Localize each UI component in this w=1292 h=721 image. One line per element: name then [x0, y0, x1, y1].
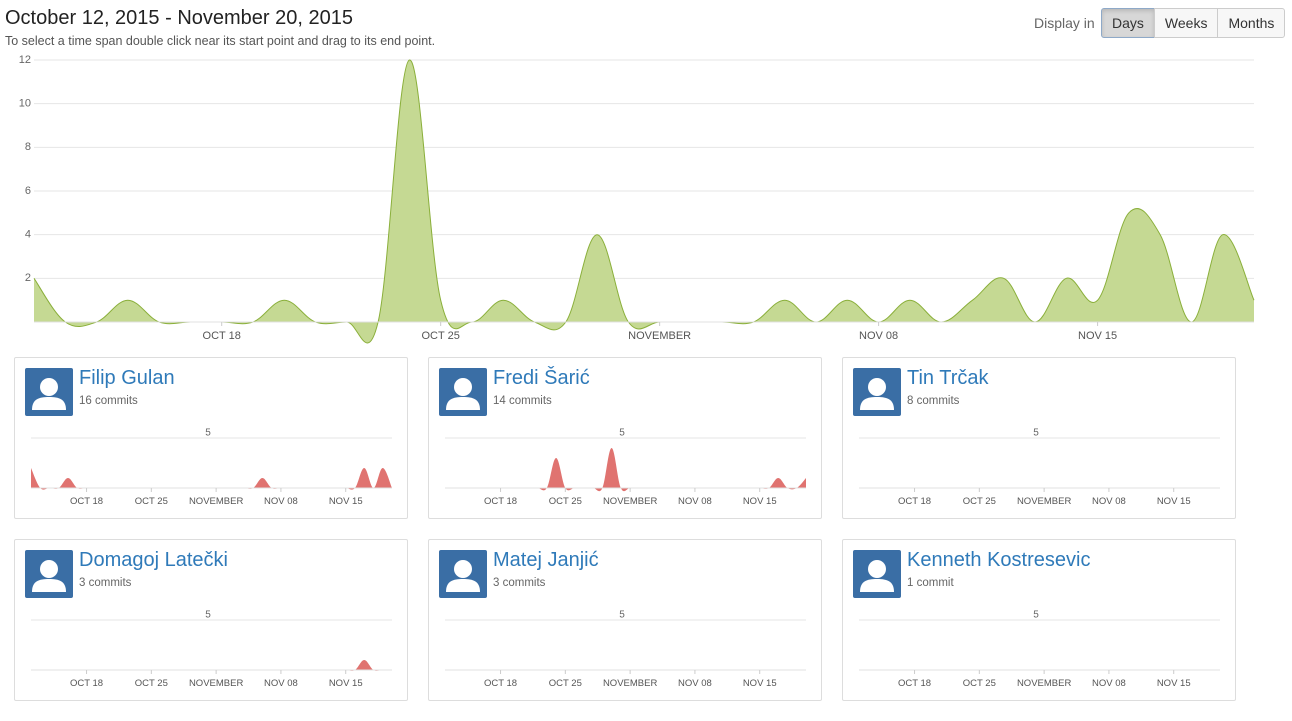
user-avatar-icon[interactable]	[853, 550, 901, 598]
contributor-commits-chart[interactable]: 5 OCT 18 OCT 25 NOVEMBER NOV 08 NOV 15	[843, 608, 1235, 700]
commits-area	[445, 448, 806, 492]
contributor-name-link[interactable]: Kenneth Kostresevic	[907, 549, 1091, 571]
user-avatar-icon[interactable]	[439, 368, 487, 416]
y-tick-label: 5	[619, 428, 625, 439]
x-tick-label: OCT 18	[898, 678, 931, 689]
commits-line	[33, 59, 1255, 344]
x-tick-label: NOVEMBER	[1017, 496, 1072, 507]
user-avatar-icon[interactable]	[439, 550, 487, 598]
x-tick-label: NOV 08	[1092, 496, 1126, 507]
x-tick-label: NOV 15	[329, 496, 363, 507]
contributor-commit-count: 3 commits	[79, 577, 132, 589]
view-weeks-button[interactable]: Weeks	[1153, 8, 1219, 38]
contributor-name-link[interactable]: Filip Gulan	[79, 367, 175, 389]
x-tick-label: OCT 25	[549, 496, 582, 507]
contributor-card: Domagoj Latečki 3 commits 5 OCT 18 OCT 25 NOV…	[14, 539, 408, 701]
x-tick-label: NOVEMBER	[189, 496, 244, 507]
x-tick-label: NOV 08	[264, 678, 298, 689]
x-tick-label: NOVEMBER	[603, 678, 658, 689]
x-tick-label: NOV 15	[1157, 496, 1191, 507]
x-tick-label: NOVEMBER	[628, 330, 691, 342]
contributor-name-link[interactable]: Fredi Šarić	[493, 367, 590, 389]
x-tick-label: OCT 18	[70, 678, 103, 689]
x-tick-label: NOV 15	[743, 678, 777, 689]
page-subtitle: To select a time span double click near …	[5, 34, 436, 48]
x-tick-label: NOVEMBER	[1017, 678, 1072, 689]
contributor-commit-count: 14 commits	[493, 395, 552, 407]
y-tick-label: 5	[205, 610, 211, 621]
contributor-commit-count: 8 commits	[907, 395, 960, 407]
contributor-commit-count: 16 commits	[79, 395, 138, 407]
contributor-card: Matej Janjić 3 commits 5 OCT 18 OCT 25 NOVEMB…	[428, 539, 822, 701]
x-tick-label: OCT 18	[70, 496, 103, 507]
contributor-commits-chart[interactable]: 5 OCT 18 OCT 25 NOVEMBER NOV 08 NOV 15	[843, 426, 1235, 518]
y-tick-label: 5	[1033, 610, 1039, 621]
contributor-commits-chart[interactable]: 5 OCT 18 OCT 25 NOVEMBER NOV 08 NOV 15	[429, 426, 821, 518]
x-tick-label: NOV 08	[678, 496, 712, 507]
commits-area	[31, 468, 392, 490]
x-tick-label: NOV 08	[1092, 678, 1126, 689]
x-tick-label: OCT 18	[898, 496, 931, 507]
x-tick-label: NOV 15	[1157, 678, 1191, 689]
y-tick-label: 5	[1033, 428, 1039, 439]
contributor-name-link[interactable]: Domagoj Latečki	[79, 549, 228, 571]
y-tick-label: 5	[619, 610, 625, 621]
contributor-commits-chart[interactable]: 5 OCT 18 OCT 25 NOVEMBER NOV 08 NOV 15	[15, 608, 407, 700]
y-tick-label: 2	[25, 272, 31, 284]
contributor-card: Tin Trčak 8 commits 5 OCT 18 OCT 25 NOVEMBER N…	[842, 357, 1236, 519]
view-months-button[interactable]: Months	[1217, 8, 1286, 38]
x-tick-label: OCT 18	[484, 496, 517, 507]
x-tick-label: NOV 08	[678, 678, 712, 689]
contributor-card: Filip Gulan 16 commits 5 OCT 18 OCT 25 NOVEMB…	[14, 357, 408, 519]
x-tick-label: NOV 08	[264, 496, 298, 507]
x-tick-label: NOVEMBER	[603, 496, 658, 507]
display-in-label: Display in	[1034, 15, 1095, 31]
commits-area	[31, 660, 392, 671]
commits-area	[34, 59, 1254, 343]
y-tick-label: 5	[205, 428, 211, 439]
y-tick-label: 10	[19, 98, 31, 110]
contributor-commits-chart[interactable]: 5 OCT 18 OCT 25 NOVEMBER NOV 08 NOV 15	[429, 608, 821, 700]
x-tick-label: OCT 18	[484, 678, 517, 689]
x-tick-label: OCT 25	[963, 496, 996, 507]
y-tick-label: 4	[25, 229, 31, 241]
x-tick-label: NOV 15	[743, 496, 777, 507]
y-tick-label: 12	[19, 54, 31, 66]
x-tick-label: OCT 25	[422, 330, 460, 342]
view-toggle-group: Days Weeks Months	[1101, 8, 1286, 38]
x-tick-label: NOV 08	[859, 330, 898, 342]
x-tick-label: NOVEMBER	[189, 678, 244, 689]
contributor-name-link[interactable]: Tin Trčak	[907, 367, 989, 389]
view-days-button[interactable]: Days	[1101, 8, 1155, 38]
page-title: October 12, 2015 - November 20, 2015	[5, 7, 353, 29]
y-tick-label: 6	[25, 185, 31, 197]
contributor-card: Kenneth Kostresevic 1 commit 5 OCT 18 OCT 25…	[842, 539, 1236, 701]
user-avatar-icon[interactable]	[25, 550, 73, 598]
x-tick-label: NOV 15	[329, 678, 363, 689]
x-tick-label: OCT 25	[549, 678, 582, 689]
y-tick-label: 8	[25, 141, 31, 153]
contributor-commit-count: 3 commits	[493, 577, 546, 589]
x-tick-label: NOV 15	[1078, 330, 1117, 342]
commits-timeline-chart[interactable]: 2 4 6 8 10 12 OCT 18 OCT 25 NOVEMBER NOV 08 NOV 15	[0, 50, 1292, 350]
contributor-commit-count: 1 commit	[907, 577, 954, 589]
contributor-card: Fredi Šarić 14 commits 5 OCT 18 OCT 25 NOVEMB…	[428, 357, 822, 519]
user-avatar-icon[interactable]	[853, 368, 901, 416]
x-tick-label: OCT 25	[135, 496, 168, 507]
x-tick-label: OCT 25	[963, 678, 996, 689]
contributor-name-link[interactable]: Matej Janjić	[493, 549, 599, 571]
contributor-commits-chart[interactable]: 5 OCT 18 OCT 25 NOVEMBER NOV 08 NOV 15	[15, 426, 407, 518]
x-tick-label: OCT 18	[203, 330, 241, 342]
user-avatar-icon[interactable]	[25, 368, 73, 416]
x-tick-label: OCT 25	[135, 678, 168, 689]
